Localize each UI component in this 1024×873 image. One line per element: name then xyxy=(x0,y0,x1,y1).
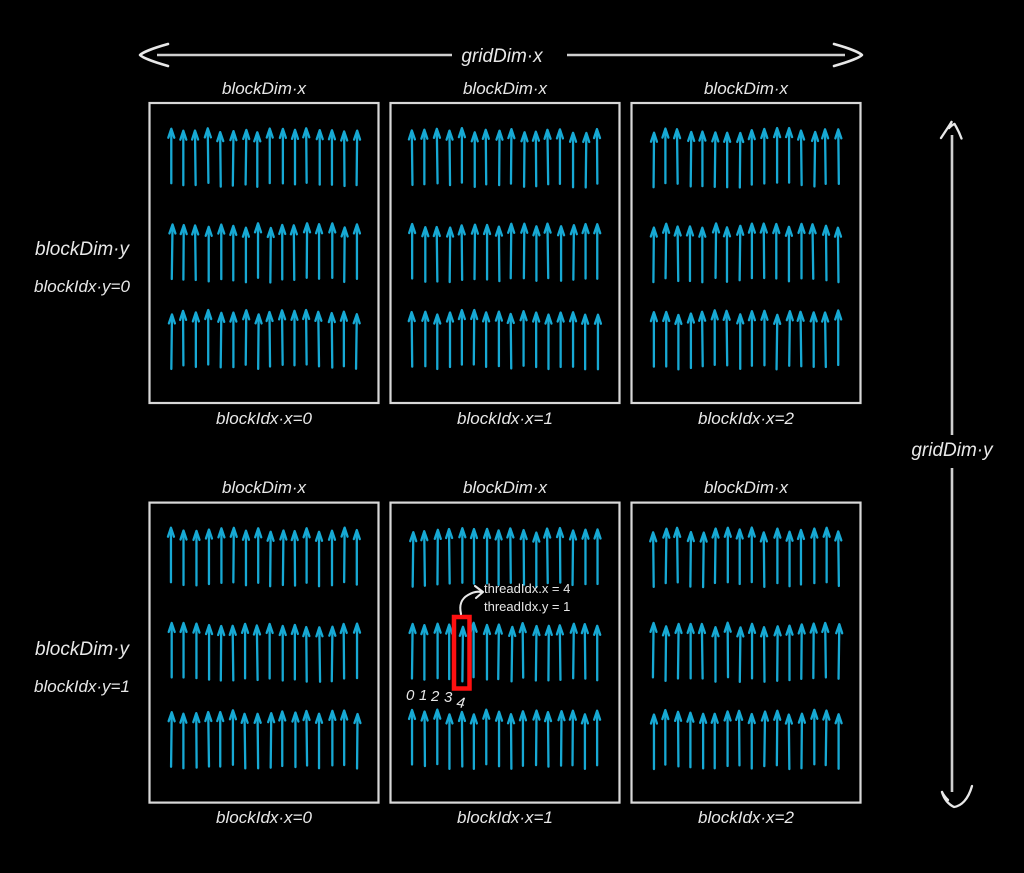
svg-text:blockIdx·y=0: blockIdx·y=0 xyxy=(34,277,130,296)
svg-text:blockDim·x: blockDim·x xyxy=(704,478,789,497)
svg-text:blockDim·x: blockDim·x xyxy=(704,79,789,98)
svg-text:blockIdx·x=2: blockIdx·x=2 xyxy=(698,409,794,428)
svg-text:blockDim·x: blockDim·x xyxy=(222,79,307,98)
svg-text:3: 3 xyxy=(444,689,453,706)
svg-text:1: 1 xyxy=(419,687,427,704)
svg-text:threadIdx.x = 4: threadIdx.x = 4 xyxy=(484,581,570,596)
svg-text:blockDim·x: blockDim·x xyxy=(463,478,548,497)
svg-text:blockDim·y: blockDim·y xyxy=(35,639,130,660)
svg-text:blockIdx·x=1: blockIdx·x=1 xyxy=(457,808,553,827)
svg-text:4: 4 xyxy=(455,694,466,712)
svg-text:blockDim·x: blockDim·x xyxy=(222,478,307,497)
svg-text:blockIdx·y=1: blockIdx·y=1 xyxy=(34,677,130,696)
svg-text:blockIdx·x=0: blockIdx·x=0 xyxy=(216,808,312,827)
svg-text:blockDim·y: blockDim·y xyxy=(35,239,130,260)
svg-text:2: 2 xyxy=(430,688,440,705)
svg-text:blockIdx·x=0: blockIdx·x=0 xyxy=(216,409,312,428)
svg-text:blockIdx·x=1: blockIdx·x=1 xyxy=(457,409,553,428)
svg-text:threadIdx.y = 1: threadIdx.y = 1 xyxy=(484,599,570,614)
svg-text:blockDim·x: blockDim·x xyxy=(463,79,548,98)
svg-text:blockIdx·x=2: blockIdx·x=2 xyxy=(698,808,794,827)
svg-text:gridDim·x: gridDim·x xyxy=(461,46,544,67)
svg-text:0: 0 xyxy=(406,687,415,704)
svg-text:gridDim·y: gridDim·y xyxy=(911,440,994,461)
